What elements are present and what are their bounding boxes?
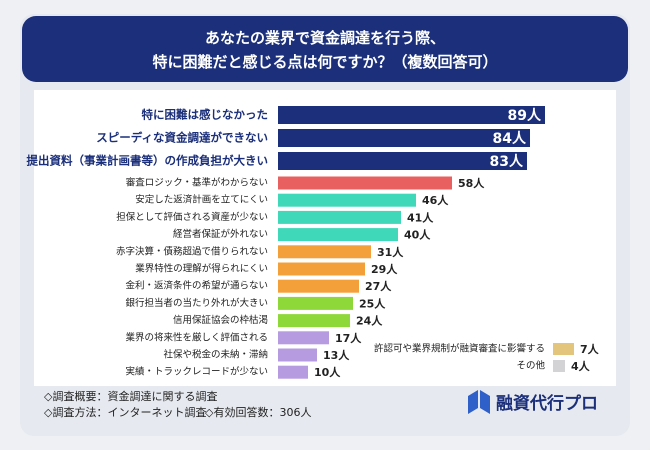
- bar: [553, 343, 574, 355]
- brand: 融資代行プロ: [496, 393, 598, 414]
- bar: [278, 296, 353, 310]
- value-label: 41人: [407, 210, 434, 224]
- header: [22, 16, 628, 82]
- value-label: 7人: [580, 342, 600, 356]
- value-label: 29人: [371, 262, 398, 276]
- bar: [278, 365, 308, 379]
- category-label: 許認可や業界規制が融資審査に影響する: [374, 343, 545, 355]
- bar: [278, 129, 530, 147]
- category-label: 業界の将来性を厳しく評価される: [125, 331, 268, 343]
- brand-icon: [468, 390, 490, 414]
- chart-title: あなたの業界で資金調達を行う際、特に困難だと感じる点は何ですか？（複数回答可）: [152, 29, 497, 71]
- value-label: 46人: [422, 193, 449, 207]
- bar: [278, 176, 452, 190]
- bar: [278, 262, 365, 276]
- value-label: 27人: [365, 279, 392, 293]
- value-label: 24人: [356, 314, 383, 328]
- value-label: 13人: [323, 348, 350, 362]
- bar: [278, 279, 359, 293]
- value-label: 40人: [404, 228, 431, 242]
- value-label: 17人: [335, 331, 362, 345]
- note: ◇調査方法：インターネット調査: [44, 405, 206, 419]
- note: ◇有効回答数：306人: [205, 405, 311, 419]
- bar: [278, 228, 398, 242]
- category-label: 業界特性の理解が得られにくい: [135, 263, 268, 275]
- value-label: 58人: [458, 176, 485, 190]
- category-label: 安定した返済計画を立てにくい: [135, 194, 268, 206]
- value-label: 83人: [490, 153, 524, 170]
- bar: [278, 210, 401, 224]
- note: ◇調査概要：資金調達に関する調査: [44, 389, 217, 403]
- value-label: 84人: [493, 130, 527, 147]
- category-label: その他: [516, 360, 545, 372]
- value-label: 4人: [571, 359, 591, 373]
- value-label: 31人: [377, 245, 404, 259]
- category-label: 経営者保証が外れない: [173, 228, 268, 240]
- bar: [278, 193, 416, 207]
- category-label: 担保として評価される資産が少ない: [116, 211, 268, 223]
- category-label: 審査ロジック・基準がわからない: [126, 177, 268, 189]
- bar: [278, 314, 350, 328]
- bar: [278, 245, 371, 259]
- category-label: 提出資料（事業計画書等）の作成負担が大きい: [27, 154, 269, 168]
- category-label: 社保や税金の未納・滞納: [163, 349, 268, 361]
- category-label: 銀行担当者の当たり外れが大きい: [125, 297, 268, 309]
- category-label: 信用保証協会の枠枯渇: [173, 314, 268, 326]
- category-label: 金利・返済条件の希望が通らない: [125, 280, 268, 292]
- bar: [278, 106, 545, 124]
- category-label: 実績・トラックレコードが少ない: [125, 366, 268, 378]
- value-label: 25人: [359, 296, 386, 310]
- category-label: 赤字決算・債務超過で借りられない: [116, 245, 268, 257]
- category-label: スピーディな資金調達ができない: [96, 131, 268, 145]
- category-label: 特に困難は感じなかった: [142, 108, 269, 122]
- bar: [278, 331, 329, 345]
- bar: [278, 348, 317, 362]
- bar: [278, 152, 527, 170]
- value-label: 10人: [314, 365, 341, 379]
- bar: [553, 360, 565, 372]
- value-label: 89人: [508, 107, 542, 124]
